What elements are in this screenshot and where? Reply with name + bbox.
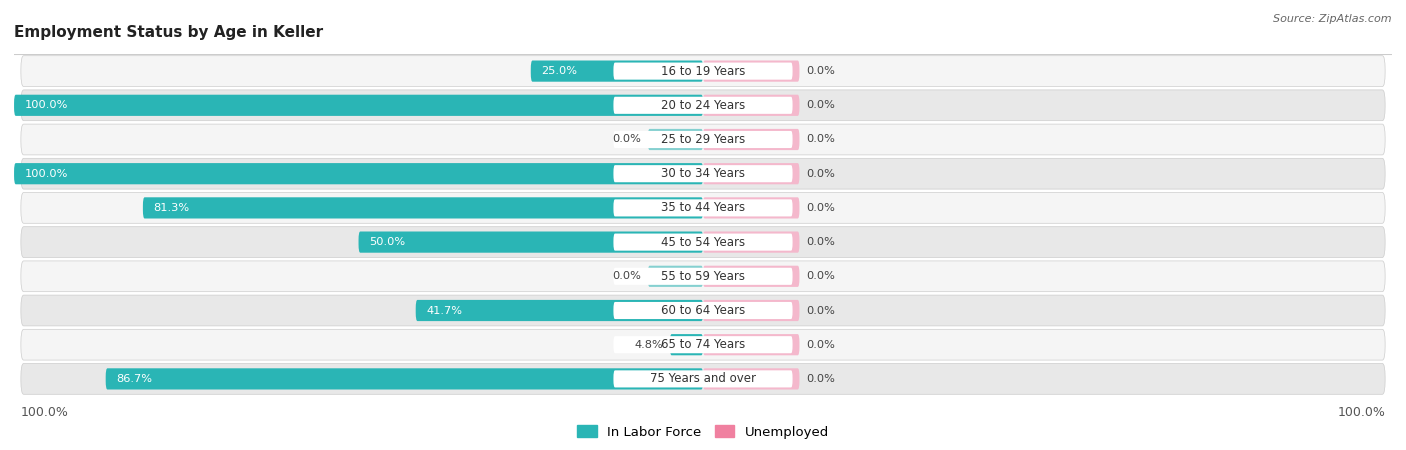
Text: Employment Status by Age in Keller: Employment Status by Age in Keller (14, 25, 323, 40)
FancyBboxPatch shape (21, 193, 1385, 223)
FancyBboxPatch shape (613, 302, 793, 319)
Text: 81.3%: 81.3% (153, 203, 190, 213)
FancyBboxPatch shape (613, 268, 793, 285)
Text: 0.0%: 0.0% (807, 135, 835, 144)
Legend: In Labor Force, Unemployed: In Labor Force, Unemployed (571, 420, 835, 444)
Text: 100.0%: 100.0% (24, 169, 67, 179)
Text: 45 to 54 Years: 45 to 54 Years (661, 236, 745, 248)
Text: 86.7%: 86.7% (117, 374, 152, 384)
FancyBboxPatch shape (613, 97, 793, 114)
FancyBboxPatch shape (21, 364, 1385, 394)
FancyBboxPatch shape (703, 129, 800, 150)
FancyBboxPatch shape (14, 94, 703, 116)
FancyBboxPatch shape (648, 129, 703, 150)
FancyBboxPatch shape (703, 197, 800, 219)
FancyBboxPatch shape (703, 266, 800, 287)
Text: 50.0%: 50.0% (368, 237, 405, 247)
Text: 60 to 64 Years: 60 to 64 Years (661, 304, 745, 317)
Text: 0.0%: 0.0% (807, 237, 835, 247)
FancyBboxPatch shape (703, 94, 800, 116)
Text: 0.0%: 0.0% (807, 271, 835, 281)
FancyBboxPatch shape (21, 56, 1385, 86)
Text: 0.0%: 0.0% (807, 169, 835, 179)
FancyBboxPatch shape (613, 234, 793, 251)
Text: 30 to 34 Years: 30 to 34 Years (661, 167, 745, 180)
FancyBboxPatch shape (105, 368, 703, 390)
Text: 55 to 59 Years: 55 to 59 Years (661, 270, 745, 283)
Text: 65 to 74 Years: 65 to 74 Years (661, 338, 745, 351)
FancyBboxPatch shape (613, 131, 793, 148)
Text: 4.8%: 4.8% (634, 340, 664, 350)
FancyBboxPatch shape (613, 336, 793, 353)
FancyBboxPatch shape (21, 158, 1385, 189)
FancyBboxPatch shape (703, 334, 800, 356)
Text: 25 to 29 Years: 25 to 29 Years (661, 133, 745, 146)
FancyBboxPatch shape (14, 163, 703, 184)
Text: 0.0%: 0.0% (807, 306, 835, 315)
Text: 0.0%: 0.0% (807, 203, 835, 213)
FancyBboxPatch shape (703, 231, 800, 253)
FancyBboxPatch shape (613, 63, 793, 80)
Text: 100.0%: 100.0% (1337, 405, 1385, 418)
FancyBboxPatch shape (21, 261, 1385, 292)
Text: 0.0%: 0.0% (807, 340, 835, 350)
Text: 0.0%: 0.0% (612, 135, 641, 144)
Text: 75 Years and over: 75 Years and over (650, 373, 756, 385)
FancyBboxPatch shape (648, 266, 703, 287)
FancyBboxPatch shape (416, 300, 703, 321)
Text: 0.0%: 0.0% (807, 100, 835, 110)
Text: 0.0%: 0.0% (612, 271, 641, 281)
FancyBboxPatch shape (359, 231, 703, 253)
FancyBboxPatch shape (531, 60, 703, 82)
Text: 0.0%: 0.0% (807, 66, 835, 76)
Text: 25.0%: 25.0% (541, 66, 576, 76)
Text: 35 to 44 Years: 35 to 44 Years (661, 202, 745, 214)
FancyBboxPatch shape (703, 60, 800, 82)
Text: 100.0%: 100.0% (24, 100, 67, 110)
FancyBboxPatch shape (143, 197, 703, 219)
FancyBboxPatch shape (613, 370, 793, 387)
FancyBboxPatch shape (613, 199, 793, 216)
FancyBboxPatch shape (703, 368, 800, 390)
Text: 41.7%: 41.7% (426, 306, 463, 315)
FancyBboxPatch shape (21, 124, 1385, 155)
Text: 0.0%: 0.0% (807, 374, 835, 384)
FancyBboxPatch shape (21, 90, 1385, 121)
FancyBboxPatch shape (703, 300, 800, 321)
FancyBboxPatch shape (21, 329, 1385, 360)
Text: Source: ZipAtlas.com: Source: ZipAtlas.com (1274, 14, 1392, 23)
FancyBboxPatch shape (703, 163, 800, 184)
FancyBboxPatch shape (21, 227, 1385, 257)
Text: 16 to 19 Years: 16 to 19 Years (661, 65, 745, 77)
FancyBboxPatch shape (21, 295, 1385, 326)
Text: 20 to 24 Years: 20 to 24 Years (661, 99, 745, 112)
FancyBboxPatch shape (669, 334, 703, 356)
Text: 100.0%: 100.0% (21, 405, 69, 418)
FancyBboxPatch shape (613, 165, 793, 182)
